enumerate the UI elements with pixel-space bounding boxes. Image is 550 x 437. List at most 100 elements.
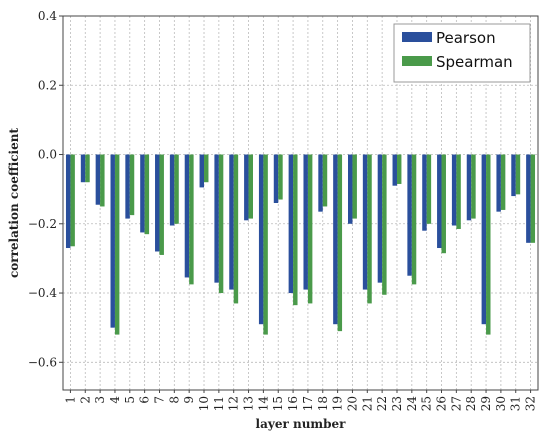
legend-swatch-spearman bbox=[402, 56, 432, 66]
legend: Pearson Spearman bbox=[393, 23, 531, 83]
x-tick-label: 9 bbox=[182, 396, 196, 404]
bar-pearson-7 bbox=[155, 154, 160, 252]
x-tick-label: 28 bbox=[464, 396, 478, 411]
bar-spearman-5 bbox=[129, 154, 135, 216]
bar-pearson-20 bbox=[348, 154, 353, 224]
bar-pearson-30 bbox=[496, 154, 501, 212]
bar-pearson-29 bbox=[481, 154, 487, 325]
x-tick-label: 32 bbox=[524, 396, 538, 411]
bar-pearson-32 bbox=[526, 154, 531, 243]
bar-spearman-30 bbox=[500, 154, 506, 210]
x-tick-label: 16 bbox=[286, 396, 300, 411]
legend-label-spearman: Spearman bbox=[436, 53, 513, 71]
x-tick-label: 22 bbox=[375, 396, 389, 411]
x-tick-label: 15 bbox=[271, 396, 285, 411]
bar-spearman-23 bbox=[396, 154, 402, 184]
bar-pearson-16 bbox=[288, 154, 294, 294]
x-tick-label: 1 bbox=[63, 396, 77, 404]
bar-pearson-28 bbox=[466, 154, 472, 221]
x-tick-label: 18 bbox=[316, 396, 330, 411]
x-tick-label: 7 bbox=[152, 396, 166, 404]
bar-pearson-17 bbox=[303, 154, 308, 290]
bar-spearman-32 bbox=[530, 154, 536, 243]
bar-pearson-4 bbox=[110, 154, 115, 328]
legend-swatch-pearson bbox=[402, 32, 432, 42]
bar-spearman-4 bbox=[114, 154, 120, 335]
x-tick-label: 24 bbox=[405, 396, 419, 412]
bar-pearson-6 bbox=[140, 154, 145, 233]
bar-pearson-15 bbox=[273, 154, 279, 203]
bar-spearman-1 bbox=[70, 154, 75, 247]
bar-spearman-25 bbox=[426, 154, 432, 224]
y-tick-label: −0.2 bbox=[28, 217, 57, 231]
bar-pearson-27 bbox=[451, 154, 457, 226]
bar-spearman-29 bbox=[486, 154, 491, 335]
bar-pearson-12 bbox=[229, 154, 234, 290]
bar-spearman-28 bbox=[471, 154, 476, 219]
x-tick-label: 10 bbox=[197, 396, 211, 411]
bar-spearman-3 bbox=[100, 154, 105, 207]
bar-pearson-2 bbox=[80, 154, 86, 183]
bars bbox=[65, 154, 536, 335]
bar-spearman-20 bbox=[352, 154, 357, 219]
x-tick-label: 30 bbox=[494, 396, 508, 411]
x-tick-label: 14 bbox=[256, 396, 270, 412]
bar-spearman-13 bbox=[248, 154, 253, 219]
bar-pearson-31 bbox=[511, 154, 516, 197]
bar-spearman-2 bbox=[85, 154, 90, 183]
x-tick-label: 8 bbox=[167, 396, 181, 404]
bar-spearman-6 bbox=[144, 154, 150, 235]
x-tick-label: 2 bbox=[78, 396, 92, 404]
bar-spearman-17 bbox=[307, 154, 313, 304]
bar-spearman-7 bbox=[159, 154, 164, 255]
x-tick-label: 31 bbox=[509, 396, 523, 411]
x-tick-label: 26 bbox=[435, 396, 449, 411]
bar-spearman-19 bbox=[337, 154, 343, 332]
bar-pearson-11 bbox=[214, 154, 219, 283]
bar-pearson-25 bbox=[422, 154, 427, 231]
x-tick-label: 12 bbox=[227, 396, 241, 411]
x-tick-label: 4 bbox=[108, 396, 122, 404]
bar-pearson-22 bbox=[377, 154, 383, 283]
bar-spearman-10 bbox=[204, 154, 209, 183]
x-axis-ticks: 1 2 3 4 5 6 7 8 9 10 11 12 13 14 15 16 17 18 19 20 21 22 23 24 2… bbox=[63, 390, 538, 412]
bar-pearson-21 bbox=[362, 154, 368, 290]
x-tick-label: 17 bbox=[301, 396, 315, 411]
bar-spearman-8 bbox=[174, 154, 179, 224]
bar-pearson-3 bbox=[95, 154, 101, 205]
x-tick-label: 19 bbox=[331, 396, 345, 411]
x-tick-label: 29 bbox=[479, 396, 493, 411]
bar-spearman-22 bbox=[382, 154, 387, 295]
y-axis-label: correlation coefficient bbox=[7, 128, 21, 279]
bar-pearson-5 bbox=[125, 154, 130, 219]
bar-pearson-13 bbox=[244, 154, 249, 221]
bar-pearson-8 bbox=[169, 154, 175, 226]
y-tick-label: 0.0 bbox=[38, 148, 57, 162]
bar-spearman-27 bbox=[456, 154, 461, 229]
x-tick-label: 21 bbox=[360, 396, 374, 411]
bar-spearman-9 bbox=[189, 154, 194, 285]
legend-label-pearson: Pearson bbox=[436, 29, 496, 47]
y-tick-label: −0.6 bbox=[28, 355, 57, 369]
x-tick-label: 5 bbox=[123, 396, 137, 404]
bar-spearman-31 bbox=[515, 154, 521, 195]
bar-spearman-21 bbox=[367, 154, 372, 304]
bar-pearson-24 bbox=[407, 154, 412, 276]
bar-spearman-16 bbox=[293, 154, 298, 306]
bar-spearman-24 bbox=[411, 154, 417, 285]
bar-pearson-19 bbox=[333, 154, 338, 325]
x-tick-label: 25 bbox=[420, 396, 434, 411]
bar-spearman-26 bbox=[441, 154, 446, 254]
bar-pearson-9 bbox=[184, 154, 190, 278]
x-tick-label: 20 bbox=[345, 396, 359, 411]
x-tick-label: 13 bbox=[242, 396, 256, 411]
bar-pearson-14 bbox=[258, 154, 264, 325]
y-tick-label: −0.4 bbox=[28, 286, 58, 300]
bar-pearson-1 bbox=[65, 154, 71, 249]
y-axis-ticks: −0.6 −0.4 −0.2 0.0 0.2 0.4 bbox=[28, 9, 63, 369]
x-tick-label: 23 bbox=[390, 396, 404, 411]
y-tick-label: 0.2 bbox=[38, 78, 57, 92]
bar-pearson-26 bbox=[437, 154, 442, 249]
